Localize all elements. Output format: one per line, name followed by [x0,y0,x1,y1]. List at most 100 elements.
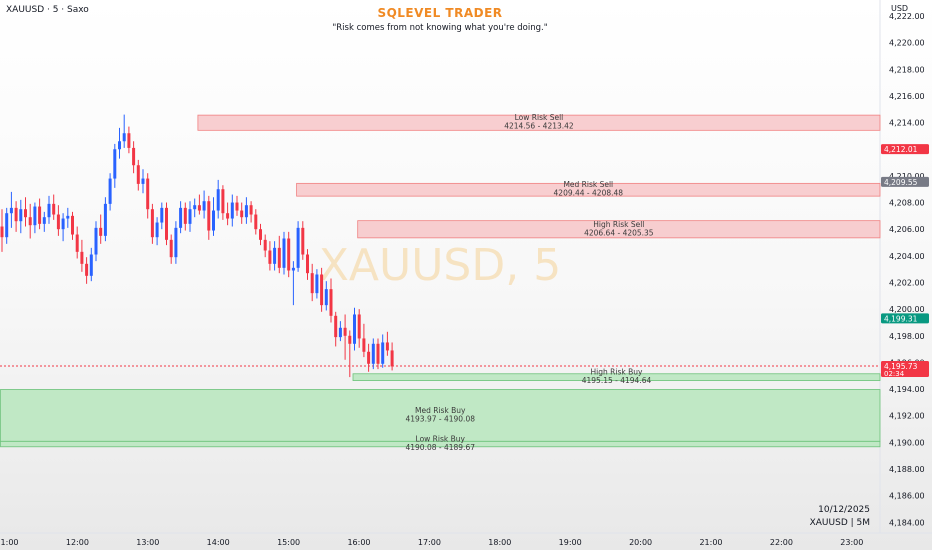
candle-body [75,234,79,252]
candle-body [259,229,262,240]
zone-label: High Risk Sell [593,220,644,229]
candle-body [324,289,328,306]
x-tick-label: 13:00 [136,538,159,547]
zone-range: 4206.64 - 4205.35 [584,228,654,237]
candle-body [169,239,173,258]
candle-body [33,206,37,226]
zone-range: 4214.56 - 4213.42 [504,122,574,131]
candle-body [155,222,159,238]
x-tick-label: 18:00 [488,538,511,547]
candle-body [367,351,371,364]
y-tick-label: 4,210.00 [889,172,925,181]
candle-body [263,239,267,251]
candle-body [160,207,164,223]
y-tick-label: 4,216.00 [889,92,925,101]
candle-body [273,247,277,264]
y-tick-label: 4,222.00 [889,12,925,21]
price-tag [881,176,929,187]
candle-body [71,215,74,235]
zone-range: 4190.08 - 4189.67 [405,443,475,452]
candle-body [99,227,103,236]
y-tick-label: 4,200.00 [889,305,925,314]
candle-body [244,205,248,218]
y-tick-label: 4,194.00 [889,385,925,394]
candle-body [315,274,319,294]
candle-body [150,209,154,238]
y-tick-label: 4,206.00 [889,225,925,234]
zone-label: Low Risk Buy [416,435,466,444]
currency-label[interactable]: USD [891,4,908,13]
y-tick-label: 4,214.00 [889,119,925,128]
candle-body [122,133,126,142]
price-tag-value: 4,195.73 [884,362,918,371]
x-tick-label: 11:00 [0,538,19,547]
y-tick-label: 4,184.00 [889,518,925,527]
candle-body [61,218,65,230]
x-tick-label: 21:00 [699,538,722,547]
candle-body [338,327,342,338]
candle-body [226,213,230,219]
zone-range: 4193.97 - 4190.08 [405,414,475,423]
candle-body [113,149,117,179]
candle-body [188,209,192,224]
watermark: XAUUSD, 5 [319,240,561,291]
candle-body [197,205,201,211]
candle-body [254,214,258,230]
candle-body [38,206,42,224]
candle-body [56,214,60,230]
x-tick-label: 16:00 [347,538,370,547]
price-tag [881,313,929,324]
price-tag-value: 4,209.55 [884,178,918,187]
candle-body [9,207,13,214]
zone-label: High Risk Buy [591,368,643,377]
candle-body [28,217,32,226]
candle-body [334,315,338,338]
candle-body [310,273,314,294]
x-tick-label: 17:00 [418,538,441,547]
candle-body [193,205,197,210]
zone-sell-2 [357,220,881,239]
candle-body [0,226,4,238]
candle-body [136,165,140,184]
candle-body [390,350,394,367]
candle-body [282,238,286,268]
y-tick-label: 4,202.00 [889,278,925,287]
footer-date: 10/12/2025 [818,505,870,515]
y-tick-label: 4,204.00 [889,252,925,261]
x-tick-label: 22:00 [770,538,793,547]
candle-body [14,207,18,222]
candle-body [329,289,333,316]
price-tag [881,144,929,155]
y-tick-label: 4,186.00 [889,492,925,501]
candle-body [19,209,23,222]
y-tick-label: 4,220.00 [889,39,925,48]
candle-body [183,207,187,224]
candle-body [371,343,375,364]
candle-body [381,342,385,364]
candle-body [291,267,295,271]
candle-body [212,210,215,231]
candle-body [353,314,356,344]
zone-buy-4 [0,389,881,442]
x-tick-label: 12:00 [66,538,89,547]
x-tick-label: 23:00 [840,538,863,547]
time-axis[interactable]: 11:00 12:00 13:00 14:00 15:00 16:00 17:00 18:00… [0,538,863,547]
candle-body [301,227,305,255]
zone-range: 4209.44 - 4208.48 [554,189,624,198]
symbol-label[interactable]: XAUUSD · 5 · Saxo [6,5,89,15]
candle-body [235,202,239,211]
candle-body [268,250,272,264]
y-tick-label: 4,190.00 [889,438,925,447]
page-title: SQLEVEL TRADER [377,6,502,20]
candle-body [165,207,168,240]
x-tick-label: 19:00 [559,538,582,547]
price-tag-value: 4,199.31 [884,314,918,323]
candle-body [385,342,389,351]
candle-body [348,335,352,344]
candle-body [24,209,27,218]
